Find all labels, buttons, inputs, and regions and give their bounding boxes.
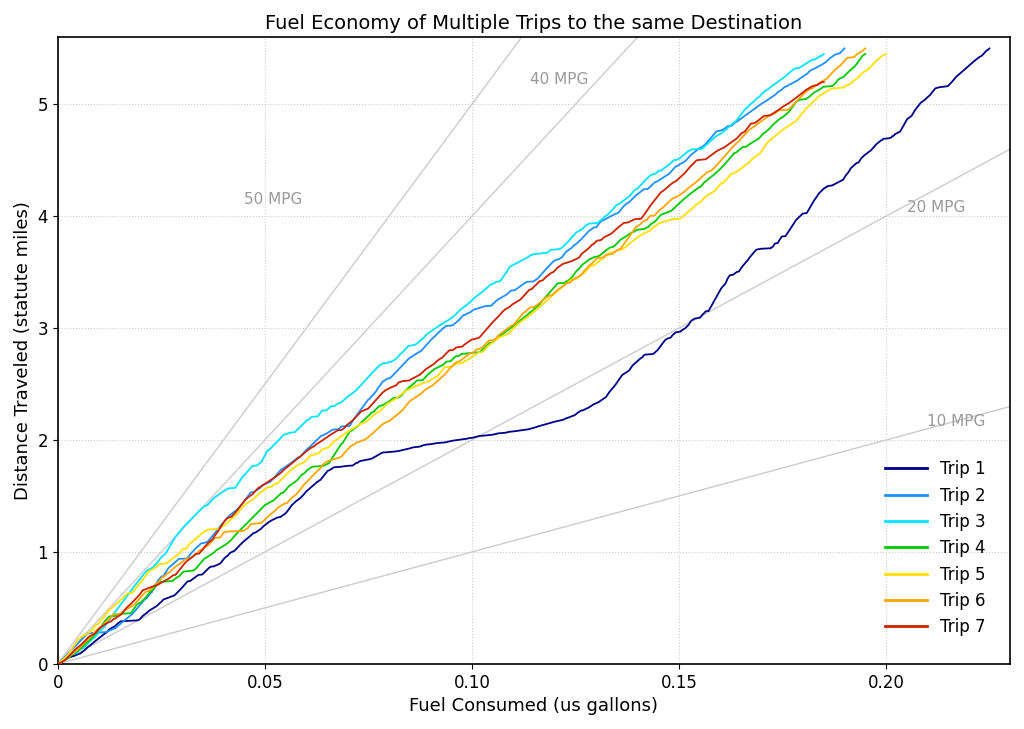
Trip 2 <box>388 370 400 378</box>
Line: Trip 3: Trip 3 <box>57 54 823 664</box>
Line: Trip 5: Trip 5 <box>57 54 886 664</box>
Trip 5 <box>510 321 522 330</box>
Trip 1 <box>694 313 707 322</box>
Line: Trip 4: Trip 4 <box>57 54 865 664</box>
Y-axis label: Distance Traveled (statute miles): Distance Traveled (statute miles) <box>14 201 32 500</box>
Trip 5 <box>51 660 63 668</box>
Trip 5 <box>589 260 601 269</box>
Trip 5 <box>523 311 536 320</box>
Trip 6 <box>143 586 156 595</box>
Text: 50 MPG: 50 MPG <box>244 192 302 207</box>
Trip 6 <box>859 44 871 52</box>
Trip 1 <box>920 95 932 104</box>
Trip 3 <box>526 251 539 260</box>
Trip 7 <box>51 660 63 668</box>
Text: 20 MPG: 20 MPG <box>906 200 965 215</box>
Trip 3 <box>652 166 665 175</box>
Trip 1 <box>983 44 995 52</box>
Trip 1 <box>445 437 458 445</box>
Trip 5 <box>367 411 379 420</box>
Trip 4 <box>529 303 542 312</box>
Trip 7 <box>607 228 620 237</box>
Trip 2 <box>545 260 557 269</box>
Trip 7 <box>656 187 669 195</box>
Trip 2 <box>51 660 63 668</box>
Line: Trip 1: Trip 1 <box>57 48 989 664</box>
Trip 6 <box>524 303 537 312</box>
Trip 3 <box>686 145 698 154</box>
Trip 5 <box>634 231 646 240</box>
Trip 2 <box>839 44 851 52</box>
Trip 7 <box>817 77 829 86</box>
Line: Trip 6: Trip 6 <box>57 48 865 664</box>
Trip 3 <box>366 369 378 378</box>
Trip 4 <box>404 381 417 390</box>
Trip 7 <box>351 410 364 419</box>
Trip 1 <box>51 660 63 668</box>
Trip 5 <box>322 443 334 452</box>
Trip 7 <box>502 303 514 312</box>
Trip 3 <box>813 52 825 61</box>
Trip 2 <box>673 160 685 169</box>
Trip 7 <box>136 586 148 595</box>
Title: Fuel Economy of Multiple Trips to the same Destination: Fuel Economy of Multiple Trips to the sa… <box>265 14 803 33</box>
Trip 2 <box>592 220 604 229</box>
Trip 6 <box>699 169 712 178</box>
X-axis label: Fuel Consumed (us gallons): Fuel Consumed (us gallons) <box>410 697 658 715</box>
Trip 4 <box>591 252 603 261</box>
Trip 1 <box>841 169 853 178</box>
Trip 6 <box>51 660 63 668</box>
Line: Trip 2: Trip 2 <box>57 48 845 664</box>
Trip 7 <box>811 81 823 90</box>
Text: 10 MPG: 10 MPG <box>928 413 986 429</box>
Trip 4 <box>645 219 657 228</box>
Trip 3 <box>817 50 829 58</box>
Trip 1 <box>790 216 802 225</box>
Trip 6 <box>641 215 653 224</box>
Legend: Trip 1, Trip 2, Trip 3, Trip 4, Trip 5, Trip 6, Trip 7: Trip 1, Trip 2, Trip 3, Trip 4, Trip 5, … <box>879 453 992 643</box>
Trip 5 <box>880 50 892 58</box>
Trip 4 <box>51 660 63 668</box>
Trip 2 <box>453 316 465 324</box>
Trip 3 <box>137 570 150 579</box>
Trip 6 <box>848 52 860 61</box>
Trip 3 <box>51 660 63 668</box>
Trip 4 <box>364 410 376 419</box>
Trip 6 <box>365 431 377 440</box>
Trip 4 <box>859 50 871 58</box>
Line: Trip 7: Trip 7 <box>57 82 823 664</box>
Text: 40 MPG: 40 MPG <box>529 72 588 87</box>
Trip 1 <box>420 440 432 449</box>
Trip 4 <box>535 298 547 307</box>
Trip 2 <box>548 257 560 265</box>
